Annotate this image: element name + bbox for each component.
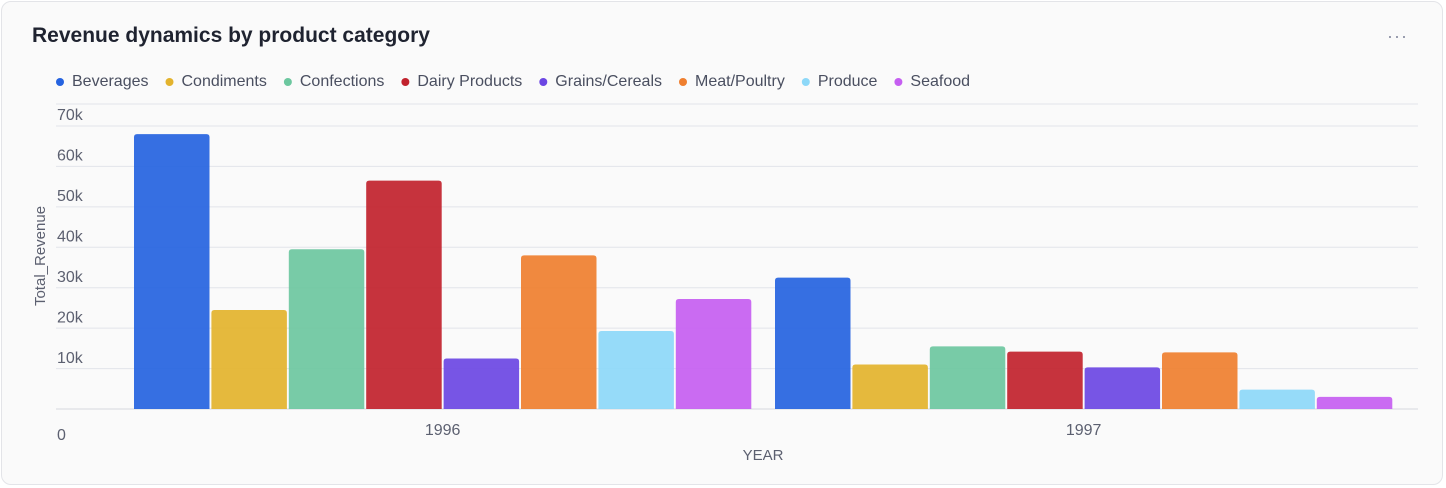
bar (1316, 396, 1393, 409)
bar (1162, 352, 1238, 409)
legend-label: Produce (818, 73, 878, 90)
legend-marker (401, 78, 410, 86)
chart-title: Revenue dynamics by product category (32, 24, 430, 47)
bar (521, 255, 597, 409)
legend-marker (165, 78, 174, 86)
y-axis-label: Total_Revenue (32, 206, 49, 306)
bar (852, 364, 928, 409)
legend-marker (56, 78, 64, 86)
bar (775, 277, 851, 409)
legend-marker (894, 78, 903, 86)
bar (366, 180, 442, 409)
bar (211, 309, 287, 409)
legend-label: Condiments (182, 73, 267, 90)
legend-label: Confections (300, 73, 385, 90)
y-tick-label: 50k (57, 188, 84, 205)
legend-label: Meat/Poultry (695, 73, 785, 90)
y-tick-label: 40k (57, 229, 84, 246)
x-tick-label: 1997 (1066, 422, 1102, 439)
y-tick-label: 70k (57, 107, 84, 124)
legend-marker (283, 78, 292, 86)
bar (134, 134, 210, 410)
x-tick-label: 1996 (425, 422, 461, 439)
legend-label: Beverages (72, 73, 149, 90)
bar (1084, 367, 1161, 409)
bar (443, 358, 520, 409)
legend-marker (539, 78, 548, 86)
x-axis-label: YEAR (743, 447, 784, 464)
legend-marker (679, 78, 687, 86)
bar (675, 299, 752, 409)
bar (1007, 351, 1083, 409)
more-horizontal-icon[interactable]: ··· (1387, 26, 1408, 46)
y-tick-label: 10k (57, 350, 84, 367)
legend-label: Dairy Products (417, 73, 522, 90)
y-tick-label: 60k (57, 148, 84, 165)
legend-marker (801, 78, 810, 86)
bar (1239, 389, 1315, 409)
y-tick-label: 30k (57, 269, 84, 286)
bar (929, 346, 1006, 409)
legend-label: Grains/Cereals (555, 73, 662, 90)
bar (288, 249, 365, 409)
legend-label: Seafood (910, 73, 970, 90)
y-tick-label: 20k (57, 309, 84, 326)
y-tick-label: 0 (57, 427, 66, 444)
bar (598, 330, 674, 409)
